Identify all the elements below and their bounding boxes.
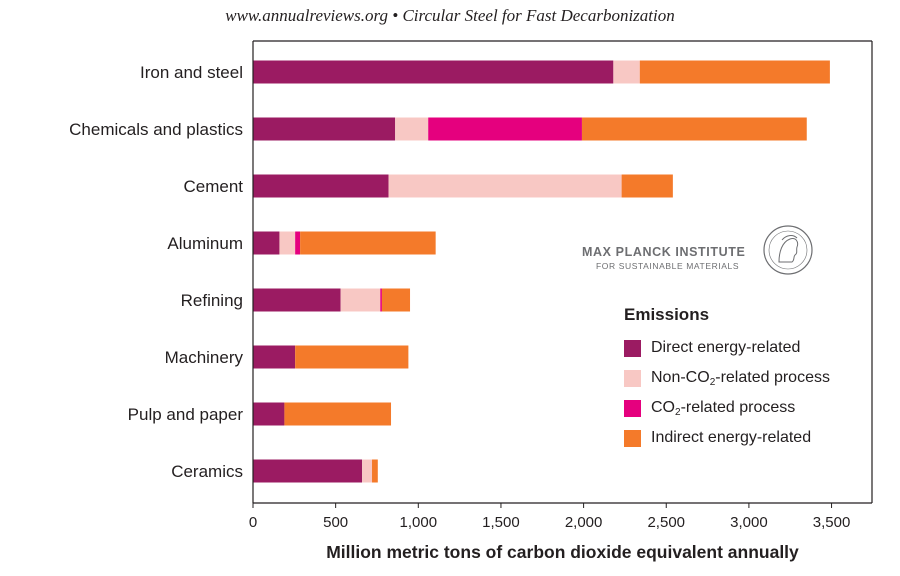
legend-label-text: Direct energy-related xyxy=(651,339,801,356)
bar-segment-cement-s0 xyxy=(253,174,389,198)
category-label: Iron and steel xyxy=(140,63,243,82)
legend-label-text: Non-CO xyxy=(651,368,710,386)
bar-segment-machinery-s3 xyxy=(295,345,409,369)
bar-segment-aluminum-s3 xyxy=(300,231,436,255)
bar-segment-chemicals-and-plastics-s2 xyxy=(428,117,582,141)
bar-segment-refining-s2 xyxy=(380,288,382,312)
category-label: Ceramics xyxy=(171,462,243,481)
x-tick-label: 1,500 xyxy=(482,514,520,531)
minerva-seal-icon xyxy=(763,225,813,275)
bar-segment-machinery-s0 xyxy=(253,345,296,369)
axes-group xyxy=(252,40,873,504)
legend-swatch xyxy=(624,399,641,417)
legend-label-subscript: 2 xyxy=(675,406,681,418)
category-label: Machinery xyxy=(165,348,244,367)
legend-title: Emissions xyxy=(624,305,710,324)
bar-segment-aluminum-s0 xyxy=(253,231,280,255)
x-tick-label: 500 xyxy=(323,514,348,531)
x-tick-label: 3,000 xyxy=(730,514,768,531)
legend-label-suffix: -related process xyxy=(680,398,796,416)
x-axis-label: Million metric tons of carbon dioxide eq… xyxy=(326,542,799,562)
legend-label: Non-CO2-related process xyxy=(651,369,830,388)
bar-segment-chemicals-and-plastics-s1 xyxy=(395,117,429,141)
legend-item: Non-CO2-related process xyxy=(624,363,830,393)
bar-segment-refining-s0 xyxy=(253,288,341,312)
category-label: Aluminum xyxy=(167,234,243,253)
bars-group xyxy=(253,60,830,483)
bar-segment-iron-and-steel-s1 xyxy=(613,60,640,84)
bar-segment-aluminum-s1 xyxy=(279,231,296,255)
category-labels-group: Iron and steel Chemicals and plastics Ceme… xyxy=(69,63,243,481)
x-tick-label: 2,000 xyxy=(565,514,603,531)
header-text: www.annualreviews.org • Circular Steel f… xyxy=(225,6,675,25)
bar-segment-refining-s1 xyxy=(340,288,381,312)
bar-segment-pulp-and-paper-s3 xyxy=(284,402,392,426)
watermark: MAX PLANCK INSTITUTE FOR SUSTAINABLE MAT… xyxy=(582,224,822,276)
watermark-title: MAX PLANCK INSTITUTE xyxy=(582,245,746,259)
x-ticks-group: 0 500 1,000 1,500 2,000 2,500 3,000 3,500 xyxy=(249,503,850,531)
legend: Emissions Direct energy-related Non-CO2-r… xyxy=(624,305,830,453)
legend-swatch xyxy=(624,369,641,387)
legend-label-subscript: 2 xyxy=(709,376,716,388)
legend-label: Direct energy-related xyxy=(651,339,800,357)
x-tick-label: 1,000 xyxy=(400,514,438,531)
bar-segment-chemicals-and-plastics-s0 xyxy=(253,117,396,141)
legend-item: Direct energy-related xyxy=(624,333,830,363)
bar-segment-ceramics-s0 xyxy=(253,459,363,483)
legend-swatch xyxy=(624,339,641,357)
legend-item: Indirect energy-related xyxy=(624,423,830,453)
watermark-subtitle: FOR SUSTAINABLE MATERIALS xyxy=(596,261,740,271)
legend-label-text: Indirect energy-related xyxy=(651,429,812,446)
legend-swatch xyxy=(624,429,641,447)
bar-segment-iron-and-steel-s3 xyxy=(639,60,830,84)
bar-segment-ceramics-s1 xyxy=(362,459,373,483)
bar-segment-chemicals-and-plastics-s3 xyxy=(581,117,807,141)
bar-segment-refining-s3 xyxy=(381,288,411,312)
legend-label: CO2-related process xyxy=(651,399,795,418)
x-tick-label: 0 xyxy=(249,514,257,531)
legend-item: CO2-related process xyxy=(624,393,830,423)
category-label: Refining xyxy=(181,291,243,310)
bar-segment-cement-s1 xyxy=(388,174,622,198)
bar-segment-aluminum-s2 xyxy=(295,231,301,255)
bar-segment-iron-and-steel-s0 xyxy=(253,60,614,84)
legend-label-text: CO xyxy=(651,398,675,416)
category-label: Cement xyxy=(183,177,243,196)
legend-label: Indirect energy-related xyxy=(651,429,811,447)
category-label: Pulp and paper xyxy=(128,405,244,424)
legend-label-suffix: -related process xyxy=(715,368,830,386)
x-tick-label: 3,500 xyxy=(813,514,851,531)
bar-segment-pulp-and-paper-s0 xyxy=(253,402,285,426)
legend-items: Direct energy-related Non-CO2-related pro… xyxy=(624,333,830,453)
category-label: Chemicals and plastics xyxy=(69,120,243,139)
x-tick-label: 2,500 xyxy=(647,514,685,531)
bar-segment-ceramics-s3 xyxy=(372,459,378,483)
bar-segment-cement-s3 xyxy=(621,174,673,198)
